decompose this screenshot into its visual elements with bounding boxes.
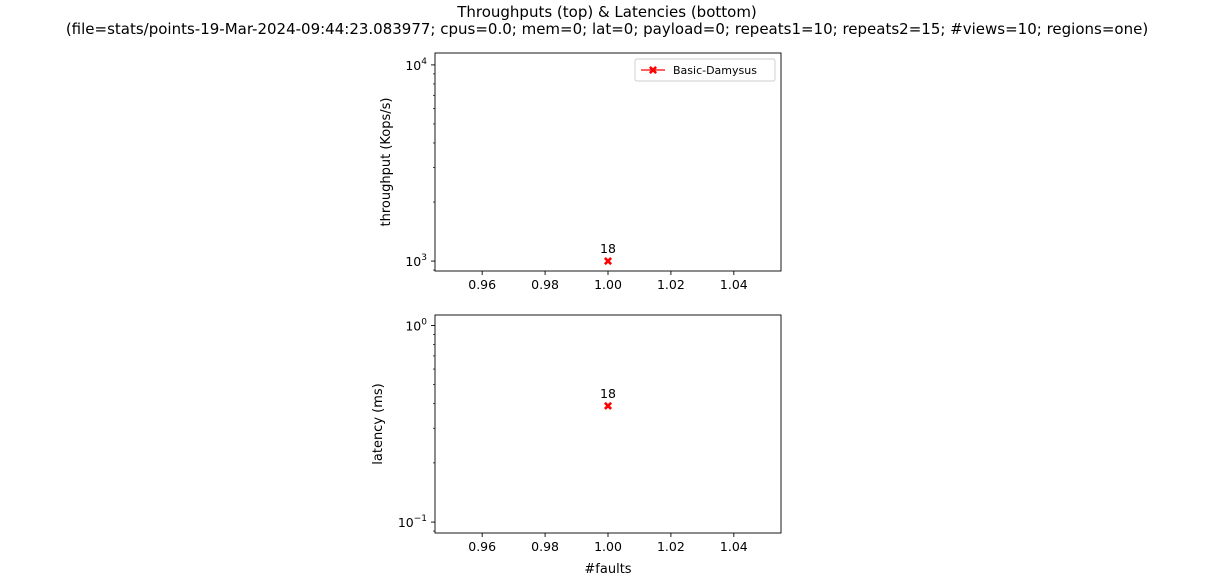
y-tick-label: 104 (405, 57, 427, 73)
data-point-annotation: 18 (600, 241, 616, 256)
y-tick-label-exponent: 3 (421, 253, 427, 263)
y-tick-label-base: 10 (405, 254, 421, 269)
y-tick-label-exponent: −1 (414, 514, 427, 524)
y-tick-label: 103 (405, 253, 427, 269)
legend-box (634, 58, 776, 82)
data-point-annotation: 18 (600, 386, 616, 401)
y-tick-label: 10−1 (398, 514, 427, 530)
figure-title-line1: Throughputs (top) & Latencies (bottom) (456, 3, 757, 21)
x-tick-label: 1.02 (657, 277, 685, 292)
x-tick-label: 1.00 (594, 277, 622, 292)
x-tick-label: 1.02 (657, 539, 685, 554)
data-point-marker (603, 401, 613, 410)
y-tick-label-base: 10 (405, 318, 421, 333)
y-tick-label-exponent: 0 (421, 317, 427, 327)
plot-area-frame (434, 314, 782, 534)
x-tick-label: 1.00 (594, 539, 622, 554)
x-tick-label: 1.04 (720, 277, 748, 292)
y-tick-label-base: 10 (398, 515, 414, 530)
y-axis-label: throughput (Kops/s) (379, 98, 394, 227)
x-tick-label: 0.96 (468, 539, 496, 554)
y-tick-label-base: 10 (405, 58, 421, 73)
y-tick-label: 100 (405, 317, 427, 333)
figure-title-line2: (file=stats/points-19-Mar-2024-09:44:23.… (66, 20, 1148, 38)
x-tick-label: 0.96 (468, 277, 496, 292)
x-axis-label: #faults (584, 562, 631, 577)
data-point-marker (603, 257, 613, 266)
legend-entry-label: Basic-Damysus (673, 64, 757, 77)
x-tick-label: 0.98 (531, 277, 559, 292)
y-axis-label: latency (ms) (371, 383, 386, 464)
x-tick-label: 1.04 (720, 539, 748, 554)
plot-area-frame (434, 52, 782, 272)
x-tick-label: 0.98 (531, 539, 559, 554)
legend-marker-swatch (648, 65, 658, 75)
y-tick-label-exponent: 4 (421, 57, 427, 67)
